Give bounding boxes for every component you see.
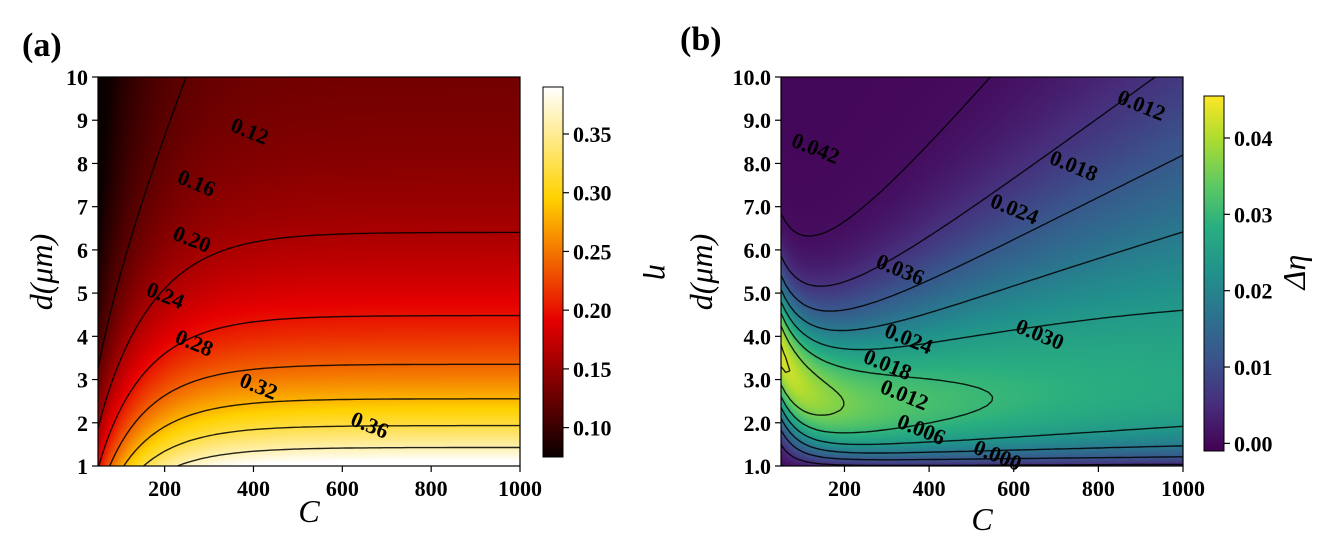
x-axis-label-a: C	[298, 493, 320, 529]
axis-a-ytick-0: 1	[77, 454, 88, 479]
colorbar-b-tick-4: 0.04	[1234, 126, 1273, 151]
axis-a-ytick-7: 8	[77, 151, 88, 176]
axis-b-xtick-2: 600	[997, 476, 1030, 501]
contour-b-line-0	[780, 344, 791, 374]
x-axis-label-b: C	[971, 501, 993, 537]
axis-a-ytick-6: 7	[77, 195, 88, 220]
axis-a-xtick-3: 800	[415, 476, 448, 501]
y-axis-label-a: d(μm)	[23, 234, 59, 310]
colorbar-label-b: Δη	[1276, 255, 1312, 292]
colorbar-b-tick-2: 0.02	[1234, 279, 1273, 304]
axis-b-ytick-5: 6.0	[744, 238, 772, 263]
axis-a-ytick-3: 4	[77, 324, 88, 349]
colorbar-a	[542, 86, 564, 458]
axis-a-ytick-2: 3	[77, 368, 88, 393]
colorbar-a-tick-1: 0.15	[573, 357, 612, 382]
axis-a-xtick-4: 1000	[498, 476, 542, 501]
colorbar-b-tick-1: 0.01	[1234, 355, 1273, 380]
plot-frame-a	[97, 76, 521, 467]
ticks-b: 200 400 600 800 1000 1.0 2.0 3.0 4.0 5.0 6.0 7.0 8.0…	[733, 65, 1206, 501]
axis-a-ytick-8: 9	[77, 108, 88, 133]
panel-b: (b) 0.0420.0360.0300.0240.0180.0120.0240…	[680, 21, 1312, 537]
colorbar-label-a: η	[643, 264, 679, 280]
axis-b-xtick-4: 1000	[1161, 476, 1205, 501]
axis-b-ytick-4: 5.0	[744, 281, 772, 306]
panel-a-label: (a)	[22, 27, 62, 64]
axis-b-ytick-1: 2.0	[744, 411, 772, 436]
axis-a-ytick-1: 2	[77, 411, 88, 436]
contour-a-line-3	[109, 363, 520, 467]
axis-b-ytick-8: 9.0	[744, 108, 772, 133]
axis-b-ytick-0: 1.0	[744, 454, 772, 479]
axis-a-xtick-2: 600	[326, 476, 359, 501]
contour-a-line-2	[98, 314, 520, 467]
axis-b-ytick-2: 3.0	[744, 368, 772, 393]
contour-b-line-3	[780, 301, 1184, 446]
colorbar-b	[1203, 95, 1225, 452]
contour-b-line-2	[780, 312, 994, 434]
contour-a-line-4	[123, 398, 520, 467]
colorbar-ticks-b: 0.00 0.01 0.02 0.03 0.04	[1224, 126, 1273, 456]
panel-a: (a) 0.120.160.200.240.280.320.36 200 400 6…	[22, 27, 679, 529]
axis-b-ytick-9: 10.0	[733, 65, 772, 90]
colorbar-a-tick-0: 0.10	[573, 416, 612, 441]
axis-b-ytick-6: 7.0	[744, 195, 772, 220]
heatmap-b	[781, 77, 1183, 466]
colorbar-b-tick-3: 0.03	[1234, 202, 1273, 227]
axis-a-ytick-9: 10	[66, 65, 88, 90]
plot-frame-b	[780, 76, 1184, 467]
axis-a-xtick-0: 200	[148, 476, 181, 501]
colorbar-a-tick-2: 0.20	[573, 298, 612, 323]
colorbar-b-tick-0: 0.00	[1234, 431, 1273, 456]
y-axis-label-b: d(μm)	[683, 234, 719, 310]
axis-b-xtick-1: 400	[913, 476, 946, 501]
ticks-a: 200 400 600 800 1000 1 2 3 4 5 6 7 8 9 10	[66, 65, 542, 501]
axis-a-ytick-5: 6	[77, 238, 88, 263]
heatmap-a	[98, 77, 520, 466]
contours-a: 0.120.160.200.240.280.320.36	[97, 76, 520, 467]
axis-b-ytick-7: 8.0	[744, 151, 772, 176]
colorbar-a-tick-3: 0.25	[573, 239, 612, 264]
colorbar-a-tick-5: 0.35	[573, 122, 612, 147]
axis-b-xtick-3: 800	[1082, 476, 1115, 501]
axis-b-ytick-3: 4.0	[744, 324, 772, 349]
axis-b-xtick-0: 200	[828, 476, 861, 501]
colorbar-ticks-a: 0.10 0.15 0.20 0.25 0.30 0.35	[563, 122, 612, 441]
contour-b-line-5	[780, 154, 1184, 461]
contour-b-line-1	[780, 325, 845, 416]
panel-b-label: (b)	[680, 21, 722, 58]
colorbar-a-tick-4: 0.30	[573, 181, 612, 206]
axis-a-ytick-4: 5	[77, 281, 88, 306]
axis-a-xtick-1: 400	[237, 476, 270, 501]
